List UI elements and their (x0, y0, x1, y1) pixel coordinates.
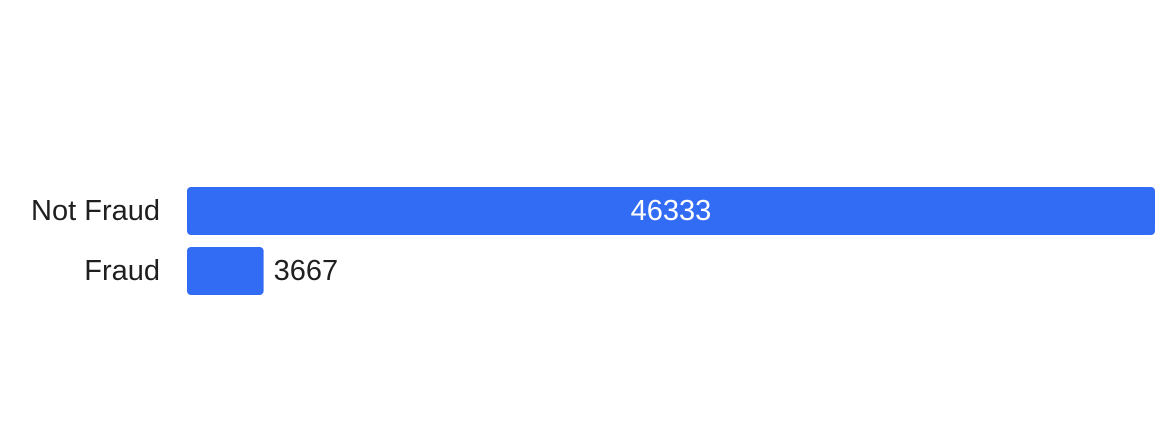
value-label-fraud: 3667 (274, 255, 339, 287)
bar-fraud (187, 247, 264, 295)
category-label-fraud: Fraud (84, 255, 160, 287)
value-label-not-fraud: 46333 (631, 195, 712, 227)
category-label-not-fraud: Not Fraud (31, 195, 160, 227)
bar-not-fraud (187, 187, 1155, 235)
